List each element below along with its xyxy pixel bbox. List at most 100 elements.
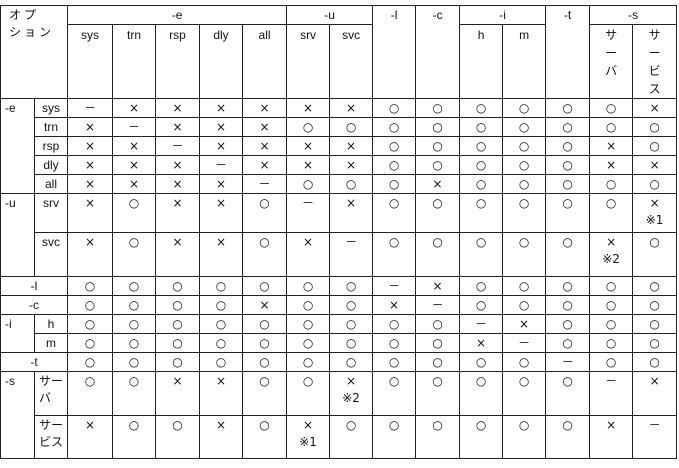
subheader-row: sys trn rsp dly all srv svc h m サ ー バサ ー ビ ス (1, 24, 678, 99)
compat-cell: ○ (372, 193, 417, 233)
compat-cell: ○ (372, 98, 417, 118)
compat-cell: ○ (545, 232, 591, 277)
compat-cell: ○ (286, 295, 331, 315)
compat-cell: × (155, 193, 201, 233)
compat-cell: ○ (459, 193, 504, 233)
compat-cell: × (199, 117, 244, 137)
row-subheader: srv (33, 193, 69, 233)
compat-cell: × (199, 174, 244, 194)
compat-cell: ○ (112, 415, 157, 459)
row-group-header: -s (0, 371, 35, 459)
compat-cell: ○ (242, 333, 288, 353)
compat-cell: × (199, 136, 244, 156)
compat-cell: ○ (329, 352, 374, 372)
compat-cell: ○ (415, 333, 461, 353)
compat-cell: ○ (545, 136, 591, 156)
compat-cell: × ※2 (329, 371, 374, 416)
row-subheader: サー バ (33, 371, 69, 416)
compat-cell: × (286, 98, 331, 118)
table-row: all × × × × － ○ ○ ○ × ○ ○ ○ ○ ○ (1, 174, 678, 194)
compat-cell: ○ (502, 295, 547, 315)
compat-cell: ○ (329, 117, 374, 137)
compat-cell: × (632, 98, 678, 118)
column-subheader: sys (67, 24, 114, 99)
compat-cell: ○ (199, 333, 244, 353)
compat-cell: ○ (372, 117, 417, 137)
table-row: m ○ ○ ○ ○ ○ ○ ○ ○ ○ × － ○ ○ ○ (1, 333, 678, 353)
compat-cell: × (199, 232, 244, 277)
compat-cell: ○ (459, 136, 504, 156)
compat-cell: ○ (545, 415, 591, 459)
compat-cell: ○ (632, 117, 678, 137)
compat-cell: ○ (67, 371, 114, 416)
table-row: -c ○ ○ ○ ○ × ○ ○ × － ○ ○ ○ ○ ○ (0, 295, 678, 315)
compat-cell: ○ (415, 136, 461, 156)
row-subheader: m (33, 333, 69, 353)
table-row: -t ○ ○ ○ ○ ○ ○ ○ ○ ○ ○ ○ － ○ ○ (0, 352, 678, 372)
compat-cell: ○ (545, 117, 591, 137)
compat-cell: ○ (329, 415, 374, 459)
compat-cell: ○ (199, 295, 244, 315)
compat-cell: ○ (459, 98, 504, 118)
compat-cell: × (112, 136, 157, 156)
compat-cell: × (67, 136, 114, 156)
compat-cell: ○ (242, 232, 288, 277)
compat-cell: ○ (502, 155, 547, 175)
compat-cell: ○ (502, 276, 547, 296)
row-subheader: all (33, 174, 69, 194)
table-row: -i h ○ ○ ○ ○ ○ ○ ○ ○ ○ － × ○ ○ ○ (0, 314, 678, 353)
column-group-header: -c (415, 5, 461, 99)
row-group-header: -l (0, 276, 69, 296)
compat-cell: ○ (415, 193, 461, 233)
compat-cell: ○ (286, 352, 331, 372)
compat-cell: ○ (415, 352, 461, 372)
column-group-header: -l (372, 5, 417, 99)
column-group-header: -i (459, 5, 547, 25)
column-subheader: trn (112, 24, 157, 99)
compat-cell: ○ (502, 136, 547, 156)
compat-cell: ○ (502, 117, 547, 137)
row-group-header: -i (0, 314, 35, 353)
compat-cell: × ※1 (286, 415, 331, 459)
compat-cell: × (112, 98, 157, 118)
option-compatibility-table: オプ ション -e -u -l -c -i -t -s sys trn rsp dly all srv sv… (0, 5, 678, 459)
compat-cell: ○ (632, 174, 678, 194)
compat-cell: － (286, 193, 331, 233)
compat-cell: ○ (67, 295, 114, 315)
compat-cell: × ※1 (632, 193, 678, 233)
compat-cell: ○ (199, 276, 244, 296)
compat-cell: ○ (372, 136, 417, 156)
compat-cell: ○ (67, 314, 114, 334)
compat-cell: ○ (502, 352, 547, 372)
compat-cell: × (242, 117, 288, 137)
compat-cell: ○ (589, 193, 634, 233)
compat-cell: － (155, 136, 201, 156)
compat-cell: × (286, 155, 331, 175)
compat-cell: × (199, 371, 244, 416)
compat-cell: ○ (545, 155, 591, 175)
compat-cell: ○ (589, 117, 634, 137)
compat-cell: ○ (329, 276, 374, 296)
compat-cell: ○ (545, 295, 591, 315)
compat-cell: × (155, 117, 201, 137)
compat-cell: ○ (329, 333, 374, 353)
column-subheader: dly (199, 24, 244, 99)
compat-cell: ○ (545, 174, 591, 194)
compat-cell: × (415, 174, 461, 194)
compat-cell: ○ (242, 352, 288, 372)
compat-cell: ○ (459, 295, 504, 315)
compat-cell: ○ (545, 371, 591, 416)
compat-cell: ○ (415, 98, 461, 118)
compat-cell: × (242, 295, 288, 315)
compat-cell: × (415, 276, 461, 296)
compat-cell: × (242, 155, 288, 175)
compat-cell: － (415, 295, 461, 315)
compat-cell: ○ (155, 276, 201, 296)
row-group-header: -t (0, 352, 69, 372)
compat-cell: ○ (112, 232, 157, 277)
table-row: -e sys － × × × × × × ○ ○ ○ ○ ○ ○ × (0, 98, 678, 194)
compat-cell: × (459, 333, 504, 353)
column-subheader: m (502, 24, 547, 99)
row-subheader: svc (33, 232, 69, 277)
compat-cell: ○ (502, 174, 547, 194)
